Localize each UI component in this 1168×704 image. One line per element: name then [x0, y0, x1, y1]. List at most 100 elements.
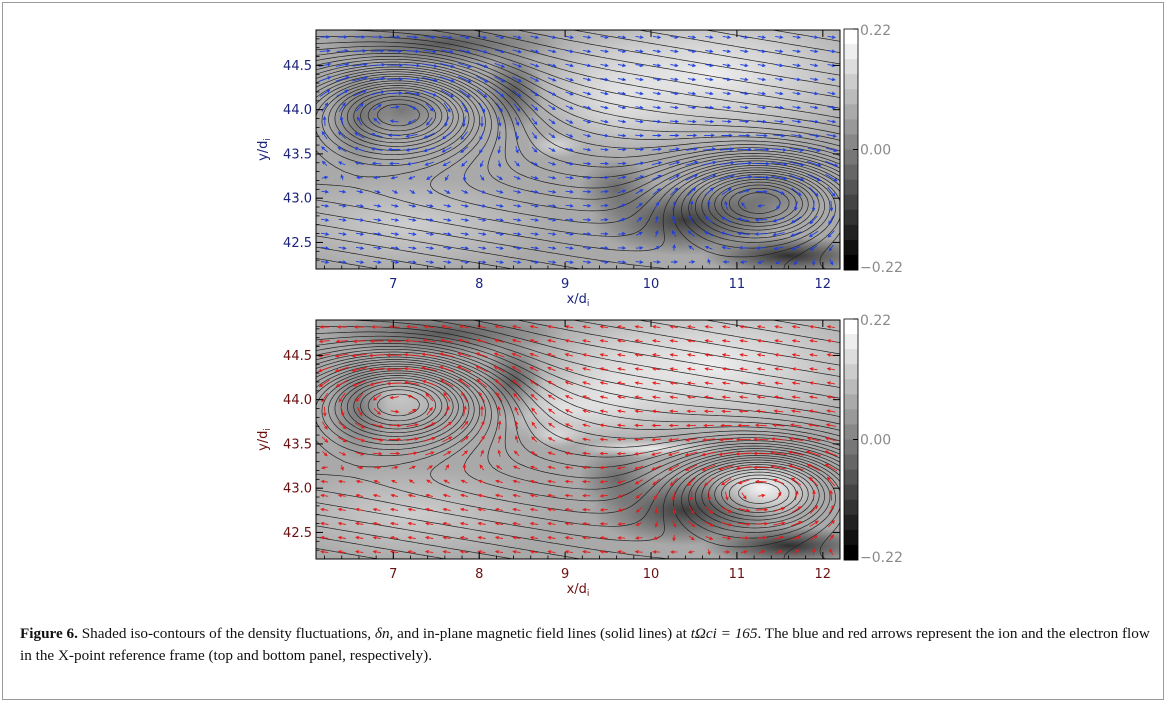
- top-y-tick-label: 43.5: [283, 147, 312, 162]
- caption-delta-n: δn: [374, 625, 390, 642]
- bottom-flow-arrow: [459, 507, 469, 512]
- bottom-flow-arrow: [806, 436, 820, 442]
- bottom-x-tick-label: 10: [643, 567, 660, 582]
- bottom-flow-arrow: [672, 505, 677, 515]
- bottom-flow-arrow: [738, 522, 751, 527]
- bottom-flow-arrow: [495, 479, 503, 484]
- bottom-flow-arrow: [529, 352, 539, 357]
- top-flow-arrow: [478, 218, 487, 222]
- top-flow-arrow: [426, 175, 433, 181]
- bottom-flow-arrow: [788, 464, 804, 471]
- bottom-flow-arrow: [497, 420, 502, 430]
- bottom-flow-arrow: [421, 380, 437, 387]
- top-flow-arrow: [653, 260, 661, 264]
- bottom-flow-arrow: [337, 437, 348, 443]
- top-flow-arrow: [617, 189, 627, 194]
- bottom-flow-arrow: [531, 436, 538, 443]
- bottom-flow-arrow: [480, 405, 484, 417]
- top-flow-arrow: [548, 161, 557, 166]
- bottom-flow-arrow: [773, 409, 784, 413]
- bottom-flow-arrow: [704, 325, 713, 329]
- top-flow-arrow: [530, 76, 540, 82]
- bottom-flow-arrow: [355, 493, 364, 498]
- bottom-flow-arrow: [512, 324, 521, 329]
- top-flow-arrow: [339, 189, 347, 194]
- top-flow-arrow: [548, 204, 557, 208]
- bottom-flow-arrow: [334, 366, 349, 373]
- bottom-flow-arrow: [634, 409, 643, 413]
- top-flow-arrow: [548, 104, 556, 111]
- bottom-flow-arrow: [425, 493, 434, 498]
- top-flow-arrow: [407, 119, 416, 124]
- bottom-flow-arrow: [599, 339, 608, 343]
- bottom-flow-arrow: [495, 465, 503, 470]
- bottom-flow-arrow: [756, 339, 766, 343]
- bottom-flow-arrow: [460, 420, 469, 430]
- top-flow-arrow: [441, 49, 454, 54]
- bottom-flow-arrow: [369, 381, 385, 387]
- top-flow-arrow: [497, 131, 501, 141]
- top-flow-arrow: [338, 204, 347, 208]
- top-flow-arrow: [827, 105, 836, 110]
- bottom-flow-arrow: [756, 535, 768, 540]
- top-flow-arrow: [321, 175, 329, 180]
- bottom-flow-arrow: [826, 339, 835, 343]
- bottom-flow-arrow: [477, 535, 486, 540]
- bottom-flow-arrow: [686, 339, 696, 343]
- top-flow-arrow: [565, 232, 574, 236]
- top-colorbar-step: [844, 149, 858, 166]
- bottom-flow-arrow: [374, 465, 382, 470]
- bottom-flow-arrow: [320, 550, 329, 554]
- top-flow-arrow: [461, 160, 468, 167]
- top-flow-arrow: [722, 91, 732, 96]
- bottom-flow-arrow: [320, 507, 329, 512]
- bottom-flow-arrow: [390, 493, 398, 498]
- bottom-flow-arrow: [389, 395, 399, 400]
- bottom-flow-arrow: [617, 480, 626, 484]
- top-flow-arrow: [775, 63, 784, 68]
- bottom-flow-arrow: [479, 464, 485, 471]
- top-flow-arrow: [530, 204, 539, 208]
- bottom-flow-arrow: [459, 493, 469, 498]
- bottom-flow-arrow: [319, 325, 330, 329]
- bottom-flow-arrow: [391, 465, 399, 470]
- top-flow-arrow: [705, 35, 714, 39]
- bottom-flow-arrow: [335, 379, 349, 387]
- top-flow-arrow: [440, 89, 455, 98]
- top-density-feature: [702, 236, 840, 269]
- bottom-flow-arrow: [497, 405, 501, 416]
- bottom-flow-arrow: [582, 521, 591, 526]
- bottom-flow-arrow: [828, 534, 834, 541]
- top-flow-arrow: [318, 76, 332, 82]
- top-flow-arrow: [755, 246, 767, 250]
- top-flow-arrow: [808, 134, 820, 138]
- top-field-line: [316, 82, 831, 269]
- bottom-flow-arrow: [634, 479, 643, 485]
- top-field-line: [316, 80, 836, 269]
- bottom-flow-arrow: [388, 325, 400, 329]
- bottom-colorbar: 0.22 0.00 −0.22: [843, 313, 903, 566]
- top-flow-arrow: [617, 161, 627, 166]
- top-flow-arrow: [530, 246, 540, 250]
- top-flow-arrow: [757, 63, 766, 68]
- bottom-flow-arrow: [475, 365, 488, 373]
- top-flow-arrow: [703, 231, 714, 237]
- bottom-x-tick-label: 11: [729, 567, 746, 582]
- bottom-field-line: [316, 363, 840, 514]
- top-flow-arrow: [339, 115, 344, 127]
- bottom-field-line: [367, 389, 797, 513]
- top-flow-arrow: [496, 102, 503, 113]
- caption-part-1: Shaded iso-contours of the density fluct…: [77, 625, 375, 642]
- bottom-flow-arrow: [582, 423, 591, 427]
- top-flow-arrow: [439, 63, 455, 68]
- top-colorbar-step: [844, 104, 858, 120]
- bottom-flow-arrow: [529, 380, 539, 387]
- bottom-flow-arrow: [704, 353, 713, 357]
- top-flow-arrow: [721, 245, 731, 250]
- bottom-flow-arrow: [738, 508, 751, 513]
- bottom-y-tick-label: 42.5: [283, 526, 312, 541]
- bottom-y-tick-label: 43.0: [283, 482, 312, 497]
- bottom-flow-arrow: [442, 493, 451, 498]
- bottom-flow-arrow: [669, 367, 678, 371]
- bottom-flow-arrow: [705, 506, 714, 514]
